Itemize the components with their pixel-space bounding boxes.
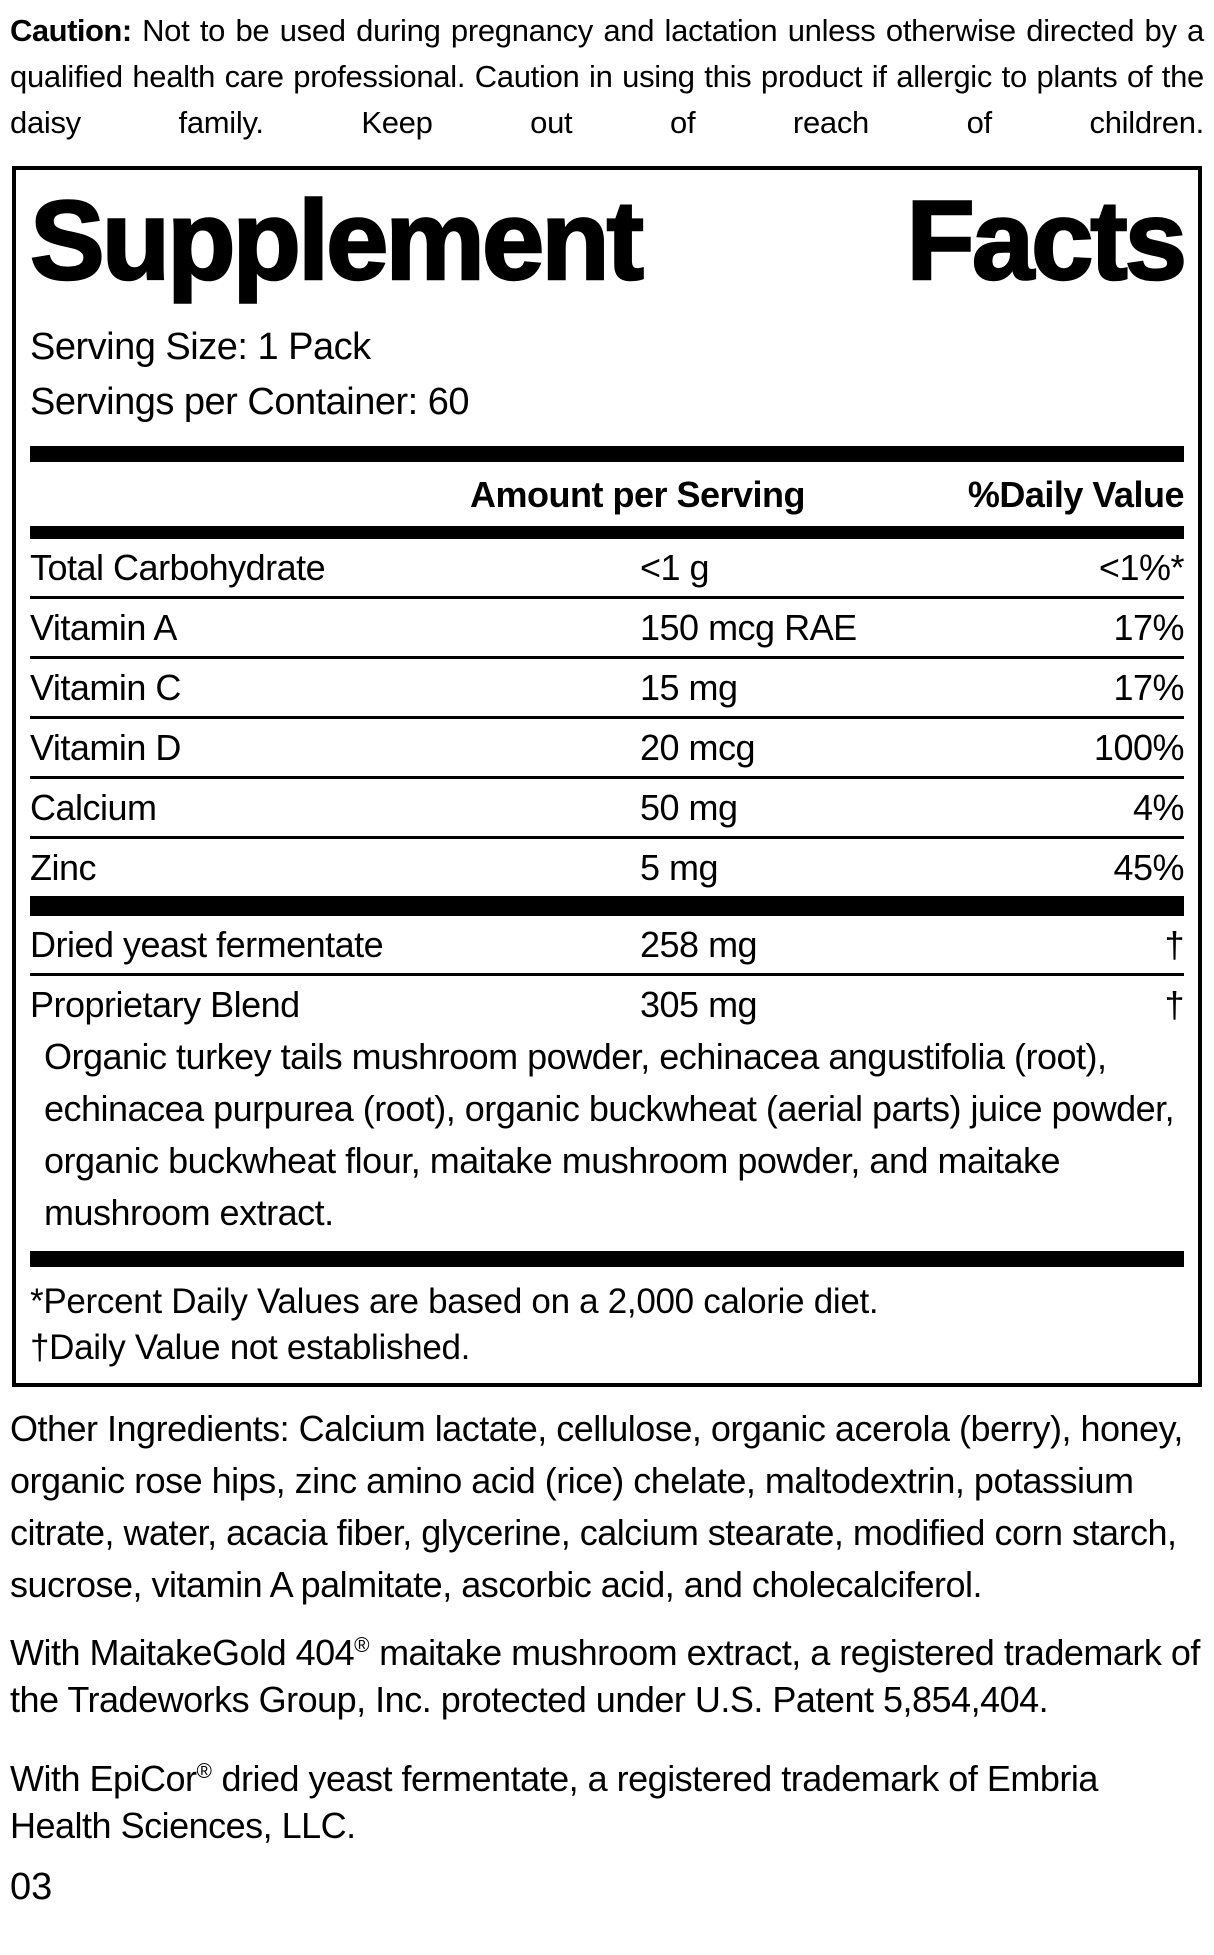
table-row: Calcium 50 mg 4% (30, 775, 1185, 836)
page-number: 03 (10, 1865, 53, 1908)
caution-label: Caution: (10, 13, 132, 48)
nutrient-name: Zinc (30, 846, 97, 888)
maitake-note-post: maitake mushroom extract, a registered t… (10, 1631, 1200, 1720)
epicor-note-post: dried yeast fermentate, a registered tra… (10, 1757, 1098, 1846)
supplement-facts-panel: Supplement Facts Serving Size: 1 Pack Se… (12, 166, 1202, 1387)
caution-paragraph: Caution: Not to be used during pregnancy… (10, 8, 1204, 146)
nutrient-name: Vitamin D (30, 726, 181, 768)
nutrient-daily-value: 17% (1113, 606, 1184, 648)
footnote-percent-daily-value: *Percent Daily Values are based on a 2,0… (30, 1281, 879, 1321)
nutrient-amount: 50 mg (640, 786, 738, 828)
nutrient-daily-value: † (1164, 923, 1184, 965)
nutrient-daily-value: 45% (1113, 846, 1184, 888)
supplement-label-page: Caution: Not to be used during pregnancy… (0, 8, 1214, 1955)
nutrient-name: Dried yeast fermentate (30, 923, 384, 965)
divider-bar-middle (30, 895, 1184, 916)
nutrient-amount: 305 mg (640, 983, 758, 1025)
column-header-daily-value: %Daily Value (967, 473, 1185, 515)
nutrient-name: Total Carbohydrate (30, 546, 326, 588)
caution-text: Not to be used during pregnancy and lact… (10, 13, 1204, 140)
maitake-trademark-paragraph: With MaitakeGold 404® maitake mushroom e… (10, 1629, 1204, 1723)
table-row: Zinc 5 mg 45% (30, 835, 1184, 896)
table-row: Proprietary Blend 305 mg † (30, 972, 1184, 1029)
nutrient-name: Calcium (30, 786, 157, 828)
nutrient-name: Vitamin A (30, 606, 177, 648)
table-header-row: Amount per Serving %Daily Value (30, 462, 1185, 526)
proprietary-blend-description: Organic turkey tails mushroom powder, ec… (44, 1035, 1175, 1233)
nutrient-name: Vitamin C (30, 666, 181, 708)
nutrient-amount: <1 g (640, 546, 710, 588)
nutrient-amount: 150 mcg RAE (640, 606, 857, 648)
table-row: Total Carbohydrate <1 g <1%* (30, 539, 1185, 596)
panel-title-word-2: Facts (905, 178, 1188, 303)
servings-per-container: Servings per Container: 60 (30, 380, 470, 423)
maitake-note-pre: With MaitakeGold 404 (10, 1631, 355, 1673)
serving-size: Serving Size: 1 Pack (30, 325, 371, 368)
nutrient-amount: 15 mg (640, 666, 738, 708)
footnote-daily-value-not-established: †Daily Value not established. (30, 1327, 471, 1367)
nutrient-name: Proprietary Blend (30, 983, 300, 1025)
nutrient-daily-value: † (1164, 983, 1184, 1025)
nutrient-daily-value: 17% (1113, 666, 1184, 708)
nutrient-daily-value: 100% (1093, 726, 1185, 768)
panel-title-word-1: Supplement (29, 178, 645, 303)
divider-bar-bottom (30, 1250, 1184, 1267)
nutrient-amount: 20 mcg (640, 726, 756, 768)
registered-trademark-symbol: ® (196, 1759, 212, 1783)
nutrient-amount: 5 mg (640, 846, 719, 888)
table-row: Vitamin C 15 mg 17% (30, 655, 1184, 716)
other-ingredients-paragraph: Other Ingredients: Calcium lactate, cell… (10, 1407, 1183, 1605)
table-row: Vitamin A 150 mcg RAE 17% (30, 595, 1184, 656)
table-row: Dried yeast fermentate 258 mg † (30, 916, 1184, 973)
column-header-amount: Amount per Serving (470, 473, 806, 515)
divider-bar-under-header (30, 525, 1184, 539)
epicor-trademark-paragraph: With EpiCor® dried yeast fermentate, a r… (10, 1755, 1204, 1849)
divider-bar-top (30, 445, 1184, 462)
nutrient-daily-value: <1%* (1098, 546, 1185, 588)
table-row: Vitamin D 20 mcg 100% (30, 715, 1185, 776)
nutrient-daily-value: 4% (1132, 786, 1185, 828)
panel-title: Supplement Facts (29, 178, 1188, 303)
nutrient-amount: 258 mg (640, 923, 758, 965)
registered-trademark-symbol: ® (354, 1633, 370, 1657)
epicor-note-pre: With EpiCor (10, 1757, 197, 1799)
